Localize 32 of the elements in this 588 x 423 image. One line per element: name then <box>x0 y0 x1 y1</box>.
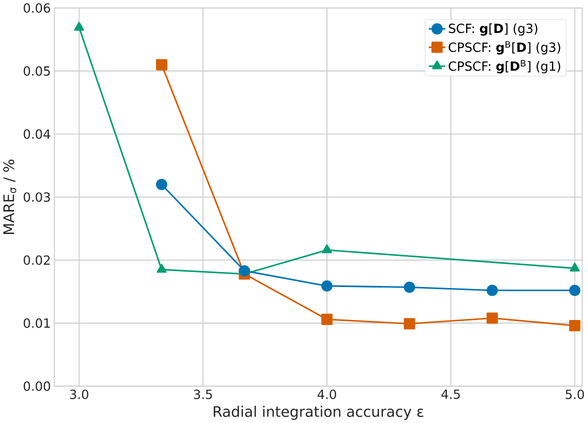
point <box>156 264 167 273</box>
y-axis-title: MARE$_{σ}$ / % <box>3 160 16 234</box>
point <box>486 312 498 324</box>
point <box>156 59 168 70</box>
point <box>156 178 168 190</box>
point <box>321 280 333 292</box>
x-tick-label: 4.0 <box>318 390 336 400</box>
legend-label: CPSCF: g[D$^{B}$] (g1) <box>448 60 560 74</box>
point <box>74 22 84 31</box>
x-tick-label: 4.5 <box>441 390 460 399</box>
y-tick-label: 0.03 <box>24 192 50 202</box>
x-tick-label: 3.5 <box>194 390 212 400</box>
point <box>404 318 416 330</box>
point <box>321 314 333 325</box>
point <box>486 284 498 296</box>
point <box>570 262 580 272</box>
point <box>569 320 580 332</box>
y-tick-label: 0.02 <box>24 255 50 265</box>
point <box>404 282 416 293</box>
y-tick-label: 0.05 <box>24 66 50 76</box>
x-axis-title: Radial integration accuracy ε <box>214 406 424 420</box>
point <box>322 244 332 254</box>
point <box>238 265 250 276</box>
point <box>569 284 580 296</box>
legend-label: CPSCF: g$^{B}$[D] (g3) <box>448 41 560 55</box>
y-tick-label: 0.06 <box>24 3 50 13</box>
legend-label: SCF: g[D] (g3) <box>448 23 538 36</box>
y-tick-label: 0.01 <box>24 318 50 328</box>
x-tick-label: 5.0 <box>566 390 584 400</box>
y-tick-label: 0.04 <box>24 129 50 139</box>
x-tick-label: 3.0 <box>70 390 88 400</box>
y-tick-label: 0.00 <box>24 381 50 391</box>
